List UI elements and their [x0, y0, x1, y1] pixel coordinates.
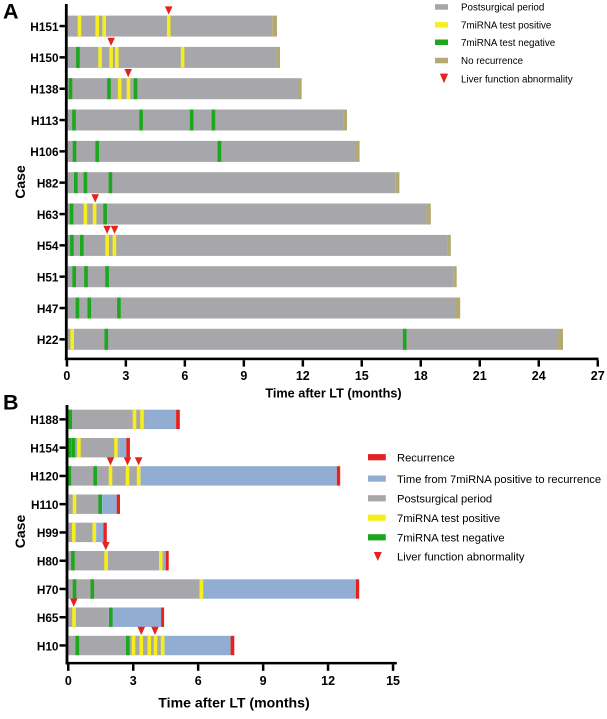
- svg-text:7miRNA test negative: 7miRNA test negative: [461, 38, 556, 49]
- svg-text:H10: H10: [37, 639, 59, 653]
- svg-text:H154: H154: [30, 441, 59, 455]
- svg-text:B: B: [3, 391, 19, 415]
- svg-text:H63: H63: [37, 208, 59, 222]
- svg-text:Case: Case: [12, 165, 28, 199]
- svg-text:12: 12: [296, 369, 310, 383]
- svg-text:Postsurgical period: Postsurgical period: [397, 494, 492, 506]
- svg-text:Time after LT (months): Time after LT (months): [158, 695, 309, 711]
- svg-text:H113: H113: [31, 114, 59, 128]
- svg-text:21: 21: [473, 369, 487, 383]
- svg-text:H106: H106: [30, 145, 59, 159]
- svg-text:H22: H22: [37, 333, 59, 347]
- svg-text:Time from 7miRNA positive to r: Time from 7miRNA positive to recurrence: [397, 474, 601, 486]
- svg-text:No recurrence: No recurrence: [461, 56, 524, 67]
- svg-text:12: 12: [321, 674, 335, 688]
- svg-text:7miRNA test positive: 7miRNA test positive: [397, 513, 500, 525]
- svg-text:3: 3: [122, 369, 129, 383]
- svg-text:Liver function abnormality: Liver function abnormality: [397, 551, 525, 563]
- svg-text:9: 9: [260, 674, 267, 688]
- svg-text:Postsurgical period: Postsurgical period: [461, 3, 544, 14]
- svg-text:7miRNA test negative: 7miRNA test negative: [397, 533, 505, 545]
- svg-text:Liver function abnormality: Liver function abnormality: [461, 75, 573, 86]
- svg-text:H47: H47: [37, 302, 59, 316]
- svg-text:H65: H65: [37, 611, 59, 625]
- svg-text:Case: Case: [12, 515, 28, 549]
- svg-text:18: 18: [414, 369, 428, 383]
- svg-text:H120: H120: [30, 470, 59, 484]
- svg-text:H188: H188: [30, 413, 59, 427]
- svg-text:H138: H138: [30, 83, 59, 97]
- svg-text:H150: H150: [30, 51, 59, 65]
- svg-text:H82: H82: [37, 177, 59, 191]
- svg-text:Recurrence: Recurrence: [397, 452, 455, 464]
- svg-text:A: A: [3, 0, 19, 23]
- svg-text:H80: H80: [37, 555, 59, 569]
- svg-text:3: 3: [130, 674, 137, 688]
- svg-text:15: 15: [386, 674, 400, 688]
- svg-text:9: 9: [240, 369, 247, 383]
- svg-text:0: 0: [65, 674, 72, 688]
- svg-text:24: 24: [532, 369, 546, 383]
- svg-text:H54: H54: [37, 239, 59, 253]
- svg-text:27: 27: [591, 369, 605, 383]
- svg-text:Time after LT (months): Time after LT (months): [265, 387, 401, 401]
- svg-text:7miRNA test positive: 7miRNA test positive: [461, 21, 552, 32]
- svg-text:H151: H151: [30, 20, 59, 34]
- svg-text:H51: H51: [37, 270, 59, 284]
- svg-text:H70: H70: [37, 583, 59, 597]
- svg-text:H99: H99: [37, 526, 59, 540]
- svg-text:H110: H110: [31, 498, 59, 512]
- svg-text:6: 6: [195, 674, 202, 688]
- svg-text:6: 6: [181, 369, 188, 383]
- svg-text:15: 15: [355, 369, 369, 383]
- svg-text:0: 0: [63, 369, 70, 383]
